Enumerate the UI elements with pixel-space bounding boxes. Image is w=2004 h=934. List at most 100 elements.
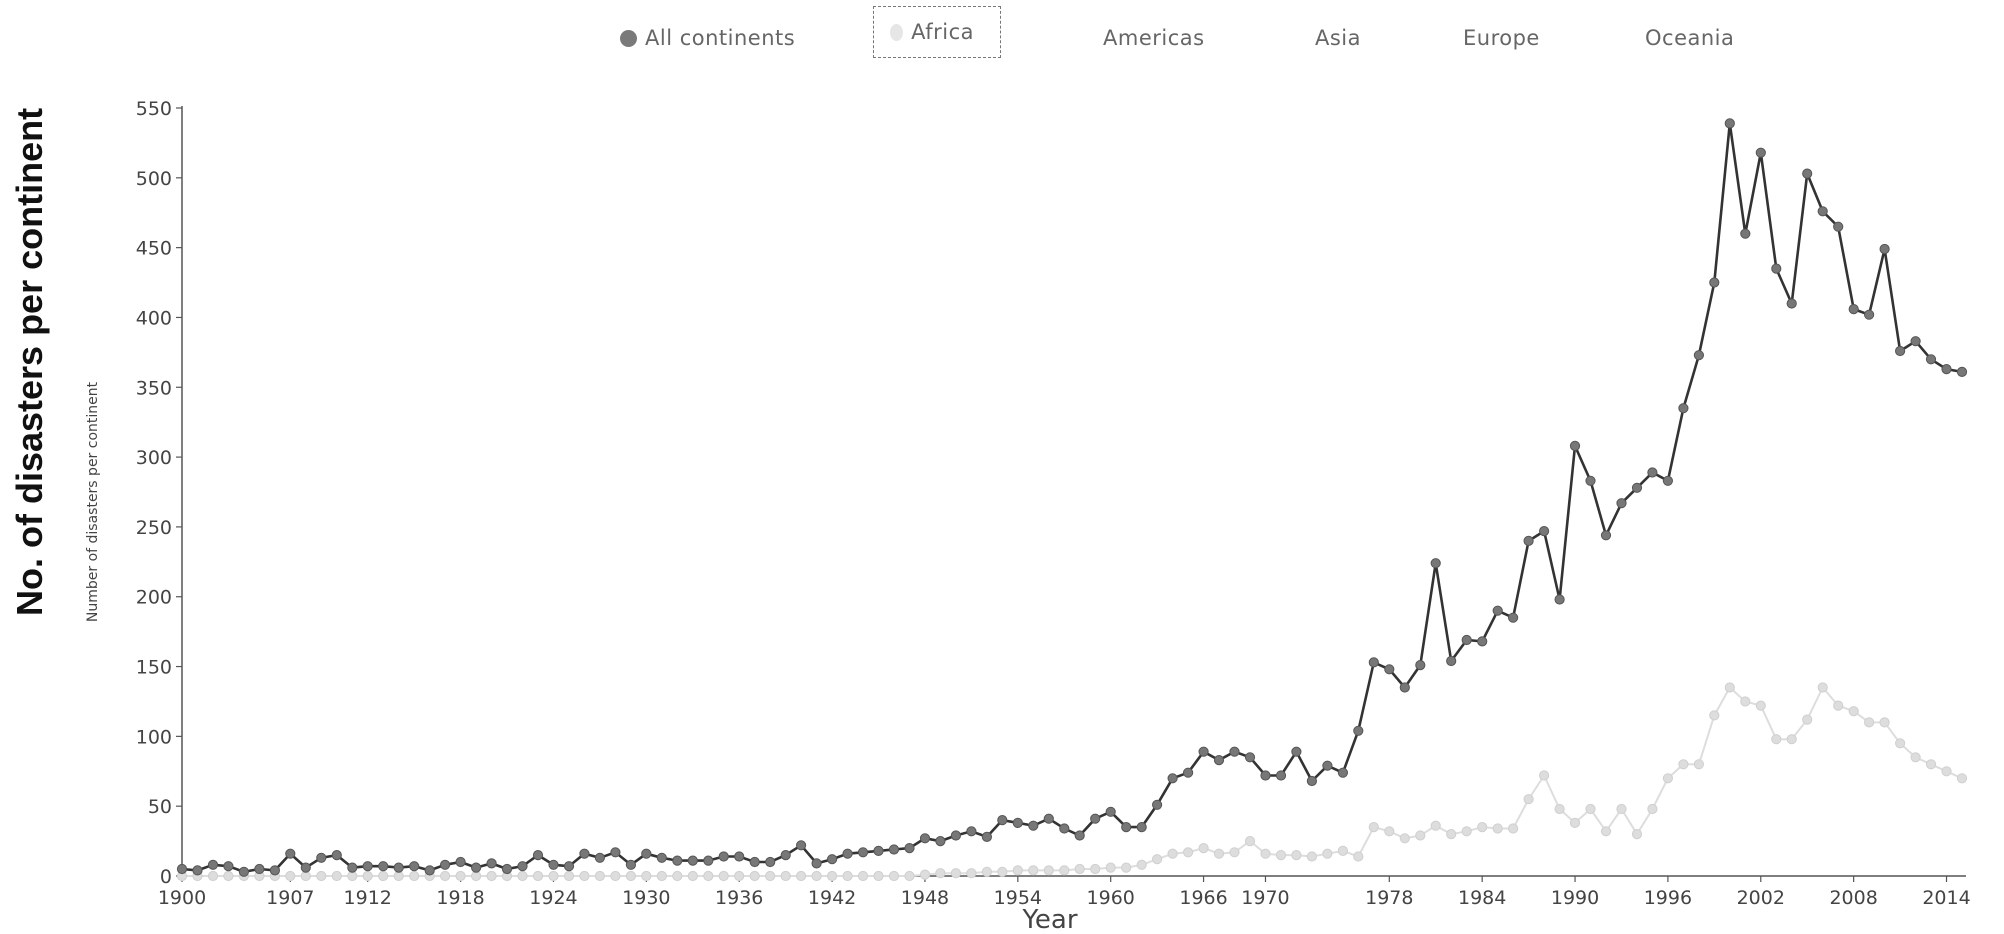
data-point: [378, 861, 389, 872]
data-point: [1043, 865, 1054, 876]
data-point: [176, 863, 188, 875]
data-point: [1925, 354, 1937, 365]
y-tick-label: 250: [136, 517, 172, 539]
legend-item-africa[interactable]: Africa: [873, 6, 1001, 58]
data-point: [1121, 862, 1132, 873]
data-point: [997, 815, 1008, 826]
data-point: [594, 852, 606, 863]
data-point: [625, 870, 637, 882]
data-point: [486, 870, 497, 882]
x-tick-label: 1907: [266, 887, 314, 909]
legend-label: Asia: [1315, 26, 1362, 50]
x-tick-label: 1900: [158, 887, 206, 909]
data-point: [1848, 706, 1859, 717]
data-point: [1600, 530, 1612, 541]
data-point: [1477, 822, 1488, 833]
data-point: [966, 826, 977, 837]
data-point: [223, 870, 234, 882]
data-point: [1585, 803, 1596, 815]
x-tick-label: 1918: [436, 887, 484, 909]
data-point: [1368, 657, 1379, 668]
data-point: [579, 870, 590, 882]
data-point: [207, 870, 219, 882]
data-point: [1415, 830, 1426, 841]
data-point: [440, 859, 451, 870]
data-point: [1864, 309, 1875, 320]
legend-label: Africa: [911, 20, 974, 44]
data-point: [672, 870, 683, 882]
data-point: [1925, 759, 1937, 770]
data-point: [362, 861, 373, 872]
data-point: [1802, 714, 1813, 725]
data-point: [1275, 770, 1287, 781]
data-point: [1786, 734, 1797, 745]
data-point: [594, 870, 606, 882]
data-point: [888, 870, 900, 882]
data-point: [563, 861, 575, 872]
legend-label: Europe: [1463, 26, 1540, 50]
data-point: [1368, 822, 1379, 833]
data-point: [409, 861, 420, 872]
data-point: [780, 870, 791, 882]
data-point: [1244, 836, 1256, 847]
x-tick-label: 1924: [529, 887, 577, 909]
data-point: [641, 870, 652, 882]
data-point: [1771, 263, 1782, 274]
data-point: [1724, 682, 1735, 693]
legend-label: Oceania: [1645, 26, 1735, 50]
series-all-continents: [176, 118, 1968, 877]
data-point: [563, 870, 575, 882]
data-point: [672, 855, 683, 866]
data-point: [765, 856, 776, 868]
data-point: [873, 845, 884, 857]
data-point: [1430, 558, 1441, 569]
data-point: [1569, 440, 1581, 451]
x-tick-label: 2008: [1829, 887, 1877, 909]
data-point: [1771, 734, 1782, 745]
y-tick-label: 450: [136, 238, 172, 260]
data-point: [1662, 773, 1674, 784]
data-point: [1353, 851, 1364, 862]
data-point: [285, 870, 296, 882]
data-point: [1198, 843, 1209, 854]
legend-item-oceania[interactable]: Oceania: [1645, 16, 1734, 60]
data-point: [811, 870, 822, 882]
data-point: [1539, 526, 1550, 537]
data-point: [331, 850, 342, 861]
data-point: [888, 844, 900, 855]
data-point: [1446, 829, 1457, 840]
legend-item-all-continents[interactable]: All continents: [620, 16, 795, 60]
legend-item-asia[interactable]: Asia: [1315, 16, 1361, 60]
data-point: [1647, 467, 1658, 478]
data-point: [1554, 594, 1565, 605]
legend-item-americas[interactable]: Americas: [1103, 16, 1205, 60]
data-point: [269, 865, 280, 876]
data-point: [857, 847, 869, 858]
data-point: [1895, 345, 1906, 357]
data-point: [1523, 794, 1534, 805]
data-point: [1755, 147, 1766, 158]
data-point: [1213, 755, 1225, 766]
legend-item-europe[interactable]: Europe: [1463, 16, 1540, 60]
x-tick-label: 1984: [1458, 887, 1506, 909]
data-point: [656, 852, 667, 863]
chart-series: [176, 118, 1968, 882]
y-axis-label: Number of disasters per continent: [85, 381, 101, 622]
data-point: [656, 870, 667, 882]
data-point: [1508, 612, 1519, 623]
data-point: [1229, 847, 1240, 858]
x-tick-label: 1954: [994, 887, 1042, 909]
data-point: [517, 870, 528, 882]
x-tick-label: 1970: [1241, 887, 1289, 909]
data-point: [997, 866, 1008, 877]
data-point: [1895, 738, 1906, 749]
data-point: [548, 870, 559, 882]
data-point: [1090, 813, 1101, 824]
data-point: [1384, 664, 1395, 675]
data-point: [1600, 826, 1612, 837]
data-point: [827, 870, 838, 882]
data-point: [842, 870, 853, 882]
y-tick-label: 300: [136, 447, 172, 469]
data-point: [1662, 475, 1674, 486]
